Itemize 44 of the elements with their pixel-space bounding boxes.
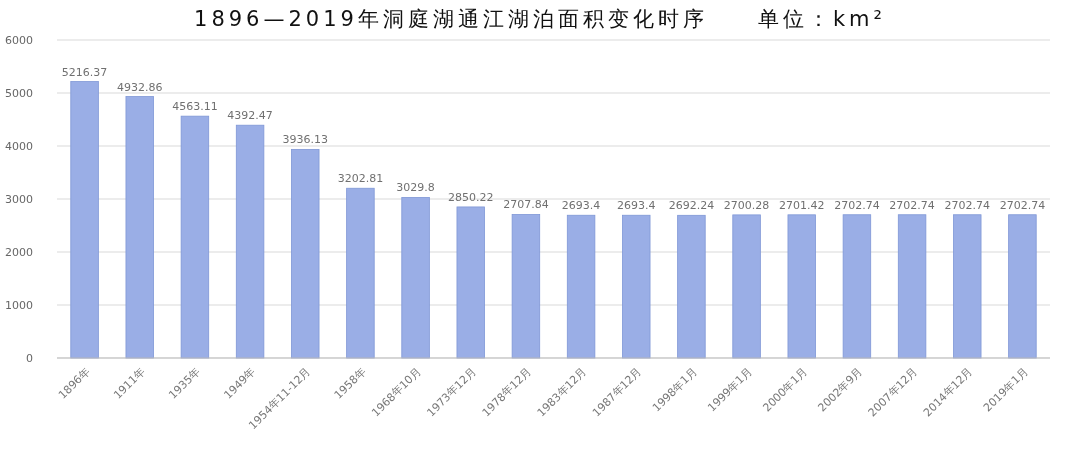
data-label: 2701.42 (779, 198, 825, 212)
data-label: 3936.13 (282, 133, 328, 147)
bar (622, 214, 651, 359)
y-tick-label: 6000 (5, 34, 33, 47)
data-label: 2693.4 (617, 199, 656, 213)
data-label: 2707.84 (503, 198, 549, 212)
data-label: 3029.8 (396, 181, 435, 195)
bar (566, 214, 596, 359)
y-tick-label: 3000 (5, 193, 33, 206)
bar (235, 124, 265, 359)
data-label: 4392.47 (227, 109, 273, 123)
data-label: 2702.74 (999, 198, 1046, 212)
bar (1008, 214, 1037, 359)
y-tick-label: 5000 (5, 87, 33, 100)
data-label: 5216.37 (61, 65, 108, 79)
data-label: 4932.86 (117, 80, 163, 94)
bar (953, 214, 982, 359)
bar (125, 96, 154, 359)
bar (897, 214, 927, 359)
data-label: 2702.74 (889, 198, 935, 212)
data-label: 2693.4 (561, 199, 601, 213)
bar (677, 214, 706, 359)
bar (70, 81, 99, 359)
bar (456, 206, 485, 359)
y-tick-label: 1000 (5, 299, 33, 312)
bar (180, 115, 210, 359)
y-tick-label: 2000 (5, 246, 33, 259)
data-label: 2700.28 (723, 198, 770, 212)
bar (291, 148, 320, 359)
bar (842, 214, 872, 359)
bar (732, 214, 761, 359)
bar (511, 214, 541, 359)
data-label: 3202.81 (337, 172, 384, 186)
data-label: 2702.74 (944, 198, 990, 212)
bar (401, 197, 430, 359)
data-label: 2692.24 (668, 199, 715, 213)
chart-title: 1896—2019年洞庭湖通江湖泊面积变化时序 单位：km² (194, 7, 886, 31)
data-label: 4563.11 (172, 100, 218, 114)
bar (787, 214, 816, 359)
data-label: 2850.22 (448, 190, 494, 204)
y-tick-label: 0 (26, 352, 33, 365)
y-tick-label: 4000 (5, 140, 33, 153)
bar (346, 187, 375, 359)
data-label: 2702.74 (834, 198, 880, 212)
